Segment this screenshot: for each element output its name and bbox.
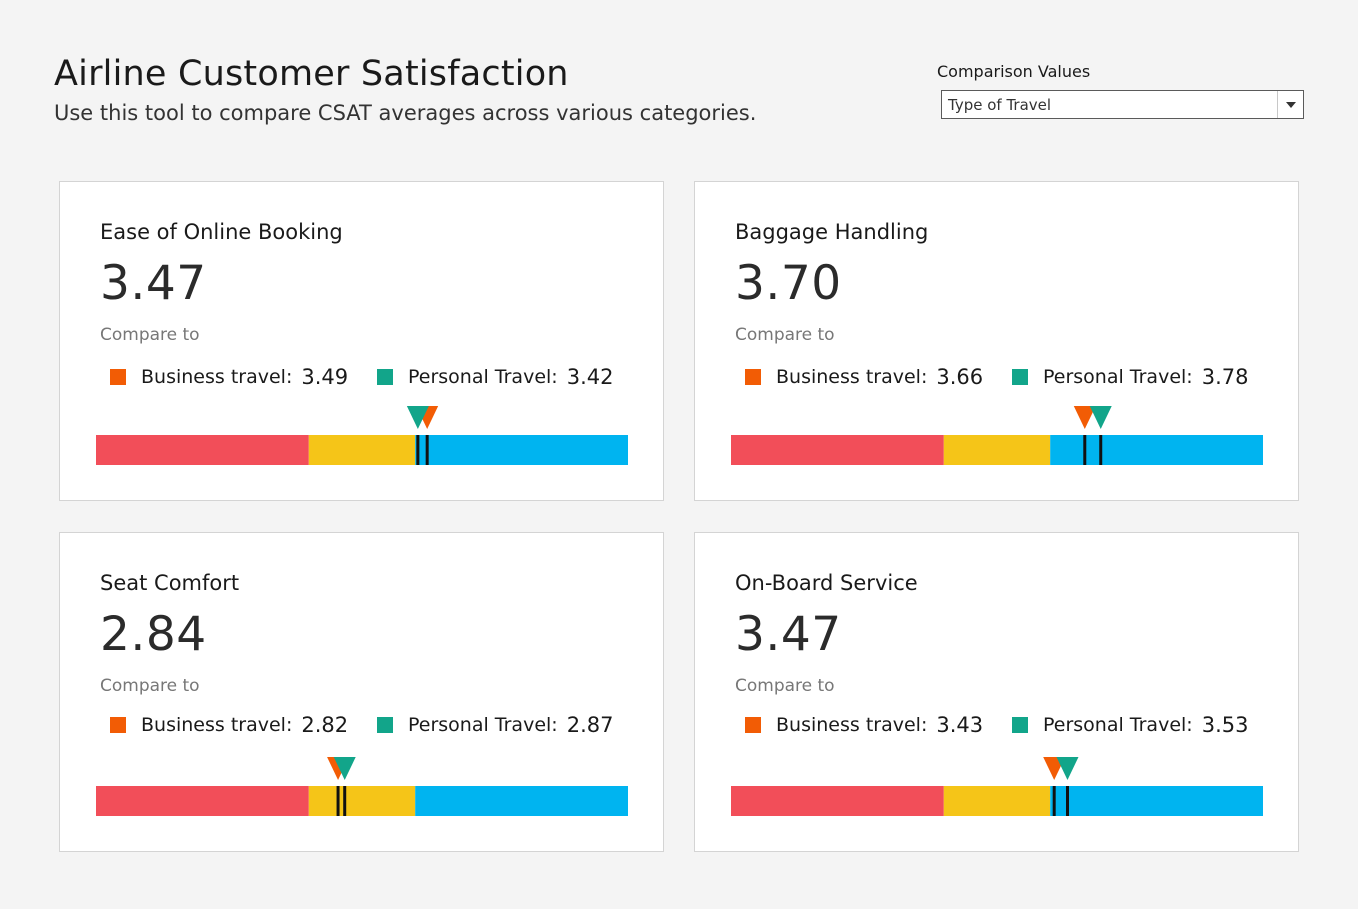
page-subtitle: Use this tool to compare CSAT averages a…: [54, 101, 757, 125]
score-bar: [731, 757, 1263, 816]
personal-swatch: [1012, 717, 1028, 733]
card-on-board-service: On-Board Service 3.47 Compare to Busines…: [694, 532, 1299, 852]
band-low: [731, 786, 944, 816]
card-baggage-handling: Baggage Handling 3.70 Compare to Busines…: [694, 181, 1299, 501]
business-value: 3.43: [936, 713, 984, 737]
business-label: Business travel:: [776, 714, 928, 736]
personal-value: 3.53: [1201, 713, 1249, 737]
chevron-down-icon: [1285, 101, 1296, 108]
legend-personal: Personal Travel: 2.87: [377, 713, 613, 737]
card-value: 2.84: [100, 607, 207, 662]
business-swatch: [110, 717, 126, 733]
personal-marker-triangle: [1089, 406, 1112, 429]
personal-swatch: [1012, 369, 1028, 385]
business-value: 3.66: [936, 365, 984, 389]
card-seat-comfort: Seat Comfort 2.84 Compare to Business tr…: [59, 532, 664, 852]
band-high: [415, 435, 628, 465]
legend-business: Business travel: 2.82: [110, 713, 348, 737]
legend-personal: Personal Travel: 3.78: [1012, 365, 1248, 389]
band-mid: [943, 786, 1051, 816]
score-bar: [96, 757, 628, 816]
card-title: Ease of Online Booking: [100, 220, 343, 244]
band-low: [731, 435, 944, 465]
personal-value: 3.42: [566, 365, 614, 389]
score-bar: [731, 406, 1263, 465]
comparison-values-selected: Type of Travel: [948, 95, 1052, 114]
business-value: 3.49: [301, 365, 349, 389]
business-swatch: [745, 717, 761, 733]
personal-marker-triangle: [406, 406, 429, 429]
card-title: Seat Comfort: [100, 571, 240, 595]
personal-swatch: [377, 717, 393, 733]
band-mid: [308, 435, 416, 465]
card-value: 3.47: [735, 607, 842, 662]
business-swatch: [110, 369, 126, 385]
compare-to-label: Compare to: [100, 676, 200, 696]
personal-value: 3.78: [1201, 365, 1249, 389]
band-mid: [943, 435, 1051, 465]
band-mid: [308, 786, 416, 816]
comparison-values-dropdown[interactable]: Type of Travel: [941, 90, 1304, 119]
legend-business: Business travel: 3.49: [110, 365, 348, 389]
page-title: Airline Customer Satisfaction: [54, 54, 569, 94]
band-high: [415, 786, 628, 816]
business-label: Business travel:: [776, 366, 928, 388]
dropdown-arrow-button[interactable]: [1277, 91, 1303, 118]
business-value: 2.82: [301, 713, 349, 737]
card-title: Baggage Handling: [735, 220, 929, 244]
personal-swatch: [377, 369, 393, 385]
business-label: Business travel:: [141, 366, 293, 388]
legend-personal: Personal Travel: 3.53: [1012, 713, 1248, 737]
business-swatch: [745, 369, 761, 385]
compare-to-label: Compare to: [735, 325, 835, 345]
band-low: [96, 786, 309, 816]
business-marker-triangle: [1073, 406, 1096, 429]
band-high: [1050, 435, 1263, 465]
business-label: Business travel:: [141, 714, 293, 736]
personal-label: Personal Travel:: [408, 366, 558, 388]
personal-label: Personal Travel:: [408, 714, 558, 736]
personal-value: 2.87: [566, 713, 614, 737]
card-value: 3.70: [735, 256, 842, 311]
comparison-values-label: Comparison Values: [937, 62, 1091, 81]
legend-business: Business travel: 3.66: [745, 365, 983, 389]
score-bar: [96, 406, 628, 465]
band-low: [96, 435, 309, 465]
personal-marker-triangle: [1056, 757, 1079, 780]
band-high: [1050, 786, 1263, 816]
card-title: On-Board Service: [735, 571, 918, 595]
personal-label: Personal Travel:: [1043, 366, 1193, 388]
legend-business: Business travel: 3.43: [745, 713, 983, 737]
personal-marker-triangle: [333, 757, 356, 780]
personal-label: Personal Travel:: [1043, 714, 1193, 736]
compare-to-label: Compare to: [100, 325, 200, 345]
card-ease-of-online-booking: Ease of Online Booking 3.47 Compare to B…: [59, 181, 664, 501]
card-value: 3.47: [100, 256, 207, 311]
compare-to-label: Compare to: [735, 676, 835, 696]
legend-personal: Personal Travel: 3.42: [377, 365, 613, 389]
